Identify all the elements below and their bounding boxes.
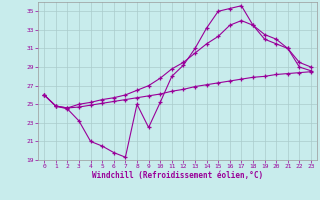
X-axis label: Windchill (Refroidissement éolien,°C): Windchill (Refroidissement éolien,°C) (92, 171, 263, 180)
